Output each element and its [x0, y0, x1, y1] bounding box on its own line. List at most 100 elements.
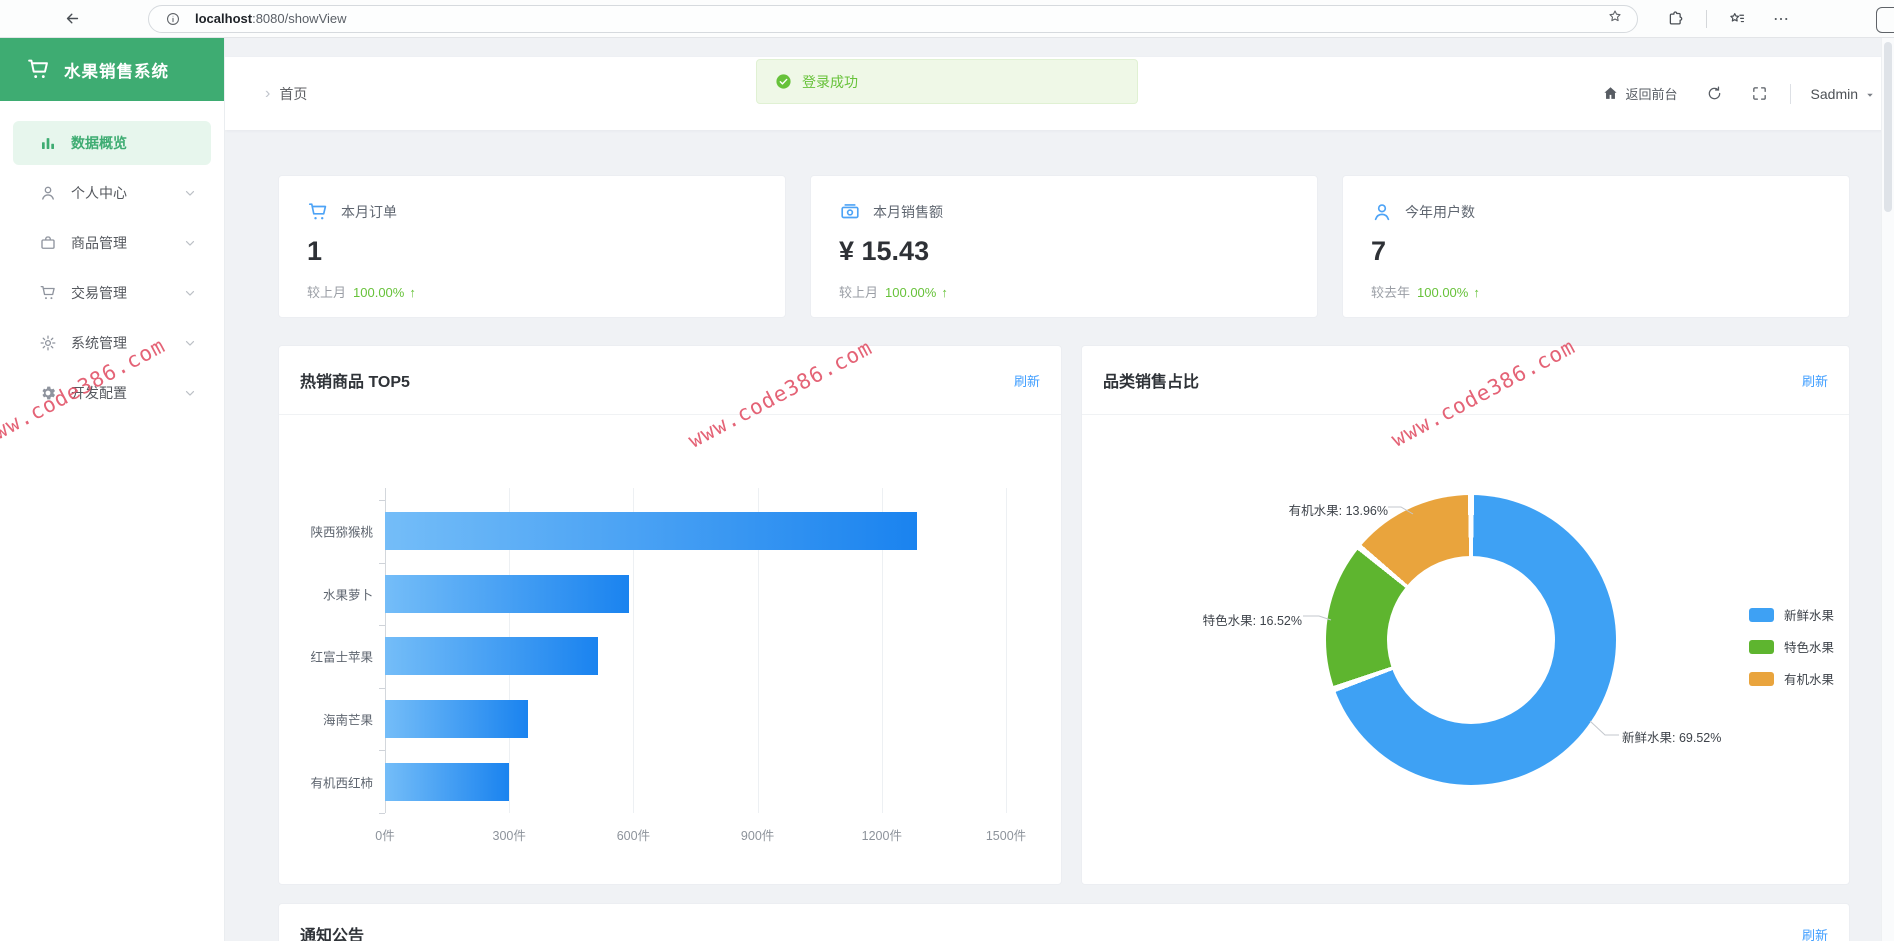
extensions-icon[interactable] [1662, 5, 1690, 33]
bar-category-label: 有机西红柿 [310, 776, 373, 791]
stat-card-2: 今年用户数 7 较去年 100.00% ↑ [1342, 175, 1850, 318]
notices-card: 通知公告 刷新 [278, 903, 1850, 941]
chevron-down-icon [183, 236, 197, 250]
sidebar-item-label: 系统管理 [71, 335, 127, 351]
x-tick-label: 300件 [492, 829, 526, 843]
category-share-card: 品类销售占比 刷新 新鲜水果 特色水果 有机水果 新鲜水果: 69.52% 特色水 [1081, 345, 1850, 885]
username: Sadmin [1810, 85, 1858, 102]
stat-value: ¥ 15.43 [839, 236, 930, 266]
top5-card-title: 热销商品 TOP5 [300, 374, 410, 391]
app-title: 水果销售系统 [64, 62, 169, 81]
charts-row: 热销商品 TOP5 刷新 陕西猕猴桃 水果萝卜 红富士苹果 海南芒果 有机西红柿 0件 3… [278, 345, 1850, 885]
back-icon[interactable] [58, 5, 86, 33]
compare-prefix: 较上月 [307, 285, 347, 300]
sidebar-menu: 数据概览个人中心商品管理交易管理系统管理开发配置 [0, 101, 224, 415]
bar-chart-icon [39, 134, 57, 152]
fullscreen-icon[interactable] [1751, 85, 1768, 102]
stat-label: 今年用户数 [1405, 204, 1475, 220]
stat-card-header: 本月订单 [307, 201, 757, 223]
axis-tick [379, 500, 385, 501]
caret-down-icon [1864, 88, 1876, 100]
trend-up-arrow: ↑ [1473, 285, 1480, 300]
x-tick-label: 1200件 [861, 829, 902, 843]
header-divider [1789, 83, 1791, 104]
pie-label-新鲜水果: 新鲜水果: 69.52% [1622, 731, 1722, 745]
browser-toolbar: localhost:8080/showView [0, 0, 1894, 38]
page-scrollbar[interactable] [1881, 38, 1894, 941]
money-icon [839, 201, 861, 223]
top5-card-header: 热销商品 TOP5 刷新 [279, 346, 1061, 415]
sidebar-item-label: 商品管理 [71, 235, 127, 251]
url-bar[interactable]: localhost:8080/showView [148, 4, 1638, 33]
back-to-front-label: 返回前台 [1625, 87, 1678, 102]
chevron-down-icon [183, 336, 197, 350]
legend-item-特色水果[interactable]: 特色水果 [1749, 637, 1834, 656]
favorites-bar-icon[interactable] [1723, 5, 1751, 33]
back-to-front-button[interactable]: 返回前台 [1602, 84, 1678, 103]
bar-category-label: 红富士苹果 [310, 650, 373, 665]
donut-chart-area: 新鲜水果 特色水果 有机水果 新鲜水果: 69.52% 特色水果: 16.52% 有机水… [1082, 415, 1849, 885]
x-tick-label: 600件 [616, 829, 651, 843]
breadcrumb-home[interactable]: 首页 [279, 85, 308, 102]
compare-prefix: 较上月 [839, 285, 879, 300]
toolbar-divider [1706, 9, 1707, 28]
site-info-icon[interactable] [165, 11, 181, 27]
toast-message: 登录成功 [802, 73, 858, 90]
trend-up-arrow: ↑ [941, 285, 948, 300]
pie-refresh-link[interactable]: 刷新 [1801, 373, 1828, 389]
header-controls: 返回前台 Sadmin [1602, 83, 1876, 104]
sidebar-item-4[interactable]: 系统管理 [13, 321, 211, 365]
bar-chart-plot: 陕西猕猴桃 水果萝卜 红富士苹果 海南芒果 有机西红柿 [310, 488, 1007, 814]
x-tick-label: 900件 [740, 829, 775, 843]
sidebar-item-1[interactable]: 个人中心 [13, 171, 211, 215]
toolbar-right-icons [1662, 5, 1795, 33]
notices-header: 通知公告 刷新 [279, 904, 1849, 941]
sidebar-item-0[interactable]: 数据概览 [13, 121, 211, 165]
notices-refresh-link[interactable]: 刷新 [1801, 927, 1828, 941]
bookmark-star-icon[interactable] [1607, 8, 1623, 29]
legend-swatch [1749, 671, 1774, 686]
breadcrumb[interactable]: › 首页 [265, 84, 307, 104]
legend-item-新鲜水果[interactable]: 新鲜水果 [1749, 605, 1834, 624]
x-tick-label: 1500件 [985, 829, 1027, 843]
sidebar-item-3[interactable]: 交易管理 [13, 271, 211, 315]
sidebar-item-5[interactable]: 开发配置 [13, 371, 211, 415]
refresh-icon[interactable] [1706, 85, 1723, 102]
scrollbar-thumb[interactable] [1884, 42, 1892, 212]
stats-row: 本月订单 1 较上月 100.00% ↑ 本月销售额 ¥ 15.43 较上月 100.00% ↑ 今… [278, 175, 1850, 318]
bar-row: 陕西猕猴桃 [310, 500, 1006, 563]
bar-row: 红富士苹果 [310, 625, 1006, 688]
login-success-toast: 登录成功 [756, 59, 1138, 104]
profile-avatar-icon[interactable] [1876, 7, 1894, 33]
home-icon [1602, 85, 1619, 102]
sidebar-item-label: 开发配置 [71, 385, 127, 401]
stat-compare: 较去年 100.00% ↑ [1371, 282, 1821, 301]
stat-card-header: 本月销售额 [839, 201, 1289, 223]
compare-value: 100.00% [353, 285, 405, 300]
gridline [1006, 488, 1007, 813]
stat-card-0: 本月订单 1 较上月 100.00% ↑ [278, 175, 786, 318]
bar-chart: 陕西猕猴桃 水果萝卜 红富士苹果 海南芒果 有机西红柿 [279, 488, 1007, 814]
compare-prefix: 较去年 [1371, 285, 1411, 300]
legend-label: 有机水果 [1784, 673, 1835, 687]
legend-label: 新鲜水果 [1784, 609, 1835, 623]
legend-item-有机水果[interactable]: 有机水果 [1749, 669, 1834, 688]
bar-水果萝卜 [385, 574, 630, 613]
legend-swatch [1749, 639, 1774, 654]
cart-logo-icon [26, 57, 51, 82]
more-menu-icon[interactable] [1767, 5, 1795, 33]
sidebar-item-2[interactable]: 商品管理 [13, 221, 211, 265]
stat-card-1: 本月销售额 ¥ 15.43 较上月 100.00% ↑ [810, 175, 1318, 318]
top5-products-card: 热销商品 TOP5 刷新 陕西猕猴桃 水果萝卜 红富士苹果 海南芒果 有机西红柿 0件 3… [278, 345, 1062, 885]
stat-card-header: 今年用户数 [1371, 201, 1821, 223]
axis-tick [379, 813, 385, 814]
stat-value: 7 [1371, 236, 1387, 266]
success-check-icon [775, 73, 792, 90]
user-dropdown[interactable]: Sadmin [1811, 86, 1876, 102]
notices-title: 通知公告 [300, 928, 365, 941]
gear-solid-icon [39, 384, 57, 402]
bar-row: 海南芒果 [323, 688, 1006, 751]
top5-refresh-link[interactable]: 刷新 [1013, 373, 1040, 389]
url-path: :8080/showView [252, 11, 347, 26]
content: 本月订单 1 较上月 100.00% ↑ 本月销售额 ¥ 15.43 较上月 100.00% ↑ 今… [225, 130, 1894, 941]
